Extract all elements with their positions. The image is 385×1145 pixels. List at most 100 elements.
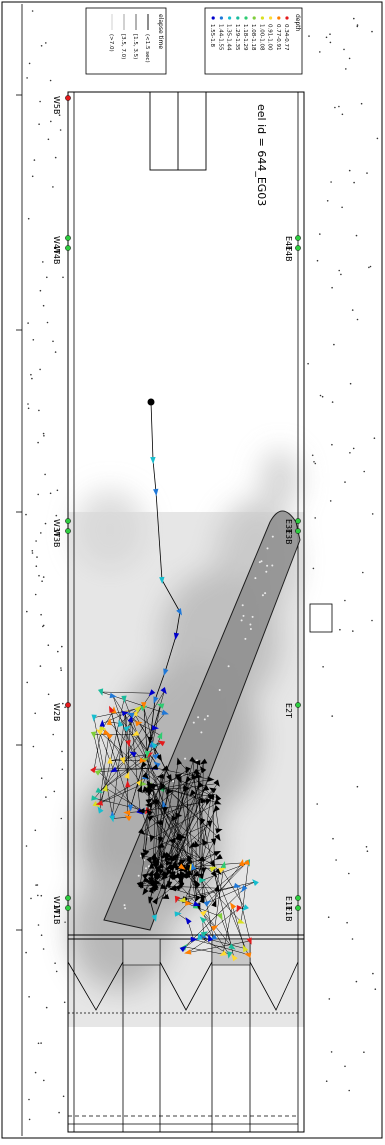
track-arrow	[97, 688, 104, 696]
track-arrow	[123, 810, 131, 816]
track-arrow	[157, 842, 165, 848]
track-arrow	[166, 865, 175, 872]
track-arrow	[109, 692, 117, 699]
scatter-dot	[356, 785, 359, 788]
track-arrow	[121, 695, 127, 703]
track-arrow	[142, 772, 150, 780]
track-arrow	[127, 804, 134, 812]
scatter-dot	[346, 921, 348, 924]
scatter-dot	[368, 266, 370, 269]
track-arrow	[137, 808, 145, 814]
track-arrow	[124, 815, 132, 822]
track-arrow	[176, 757, 182, 765]
track-arrow	[188, 856, 194, 865]
legend-depth-label: 1.18-1.29	[242, 24, 248, 51]
scatter-dot	[45, 42, 47, 44]
scatter-dot	[339, 628, 341, 631]
scatter-dot	[348, 57, 351, 60]
scatter-dot	[47, 644, 50, 646]
station-marker	[295, 528, 301, 534]
scatter-dot	[28, 1098, 30, 1101]
track-arrow	[210, 838, 217, 846]
track-arrow	[153, 879, 162, 885]
legend-depth-swatch	[211, 16, 215, 20]
scatter-dot	[40, 894, 43, 897]
track-arrow	[227, 951, 233, 959]
track-arrow	[242, 859, 250, 865]
track-arrow	[174, 773, 183, 780]
station-marker	[65, 95, 71, 101]
scatter-dot	[348, 169, 351, 172]
scatter-dot	[40, 613, 42, 616]
scatter-dot	[312, 567, 315, 570]
scatter-dot	[371, 619, 373, 622]
scatter-dot	[355, 980, 358, 983]
track-arrow	[97, 806, 104, 814]
scatter-dot	[371, 30, 373, 33]
scatter-dot	[329, 33, 331, 35]
track-arrow	[102, 729, 111, 735]
scatter-dot	[314, 462, 317, 465]
track-arrow	[191, 772, 197, 780]
track-arrow	[148, 689, 156, 697]
track-arrow	[174, 911, 182, 917]
scatter-dot	[46, 276, 48, 279]
track-arrow	[246, 937, 252, 945]
scatter-dot	[28, 996, 30, 998]
track-arrow	[152, 897, 159, 905]
scatter-dot	[319, 394, 322, 397]
scatter-dot	[332, 837, 334, 840]
track-arrow	[237, 918, 245, 924]
track-arrow	[228, 943, 236, 950]
scatter-dot	[52, 340, 54, 343]
scatter-dot	[36, 884, 39, 886]
track-arrow	[218, 867, 226, 874]
track-arrow	[131, 730, 140, 737]
track-arrow	[139, 780, 147, 787]
scatter-dot	[56, 489, 59, 492]
track-arrow	[174, 895, 181, 904]
scatter-dot	[356, 24, 359, 26]
speckle	[123, 904, 126, 907]
scatter-dot	[30, 373, 32, 376]
track-arrow	[196, 781, 204, 789]
scatter-dot	[322, 666, 324, 668]
scatter-dot	[331, 401, 334, 403]
track-arrow	[244, 952, 252, 958]
station-label: W5B	[52, 96, 61, 115]
track-arrow	[151, 741, 158, 749]
scatter-dot	[40, 532, 42, 534]
station-marker	[295, 235, 301, 241]
scatter-dot	[41, 580, 43, 582]
scatter-dot	[329, 500, 332, 502]
track-arrow	[160, 873, 168, 880]
track-arrow	[155, 819, 163, 826]
track-arrow	[157, 740, 166, 747]
scatter-dot	[331, 443, 333, 446]
track-arrow	[193, 768, 201, 775]
track-arrow	[193, 879, 200, 887]
scatter-dot	[40, 45, 43, 47]
speckle	[197, 716, 200, 719]
track-arrow	[190, 936, 198, 943]
scatter-dot	[64, 706, 66, 709]
scatter-dot	[45, 1006, 48, 1009]
track-arrow	[127, 712, 135, 718]
track-arrow	[206, 820, 213, 828]
station-marker	[295, 895, 301, 901]
track-arrow	[142, 887, 149, 896]
track-arrow	[211, 899, 217, 908]
station-marker	[295, 518, 301, 524]
track-arrow	[109, 815, 115, 823]
axis-ticks	[16, 94, 22, 931]
station-marker	[65, 905, 71, 911]
scatter-dot	[40, 1042, 42, 1044]
track-arrow	[172, 859, 178, 867]
scatter-dot	[55, 970, 58, 973]
speckle	[271, 535, 274, 538]
scatter-dot	[341, 206, 343, 209]
scatter-dot	[333, 343, 335, 346]
legend-elapse-label: [3.5, 7.0)	[120, 34, 126, 59]
scatter-dot	[58, 1111, 60, 1114]
speckle	[251, 615, 254, 618]
